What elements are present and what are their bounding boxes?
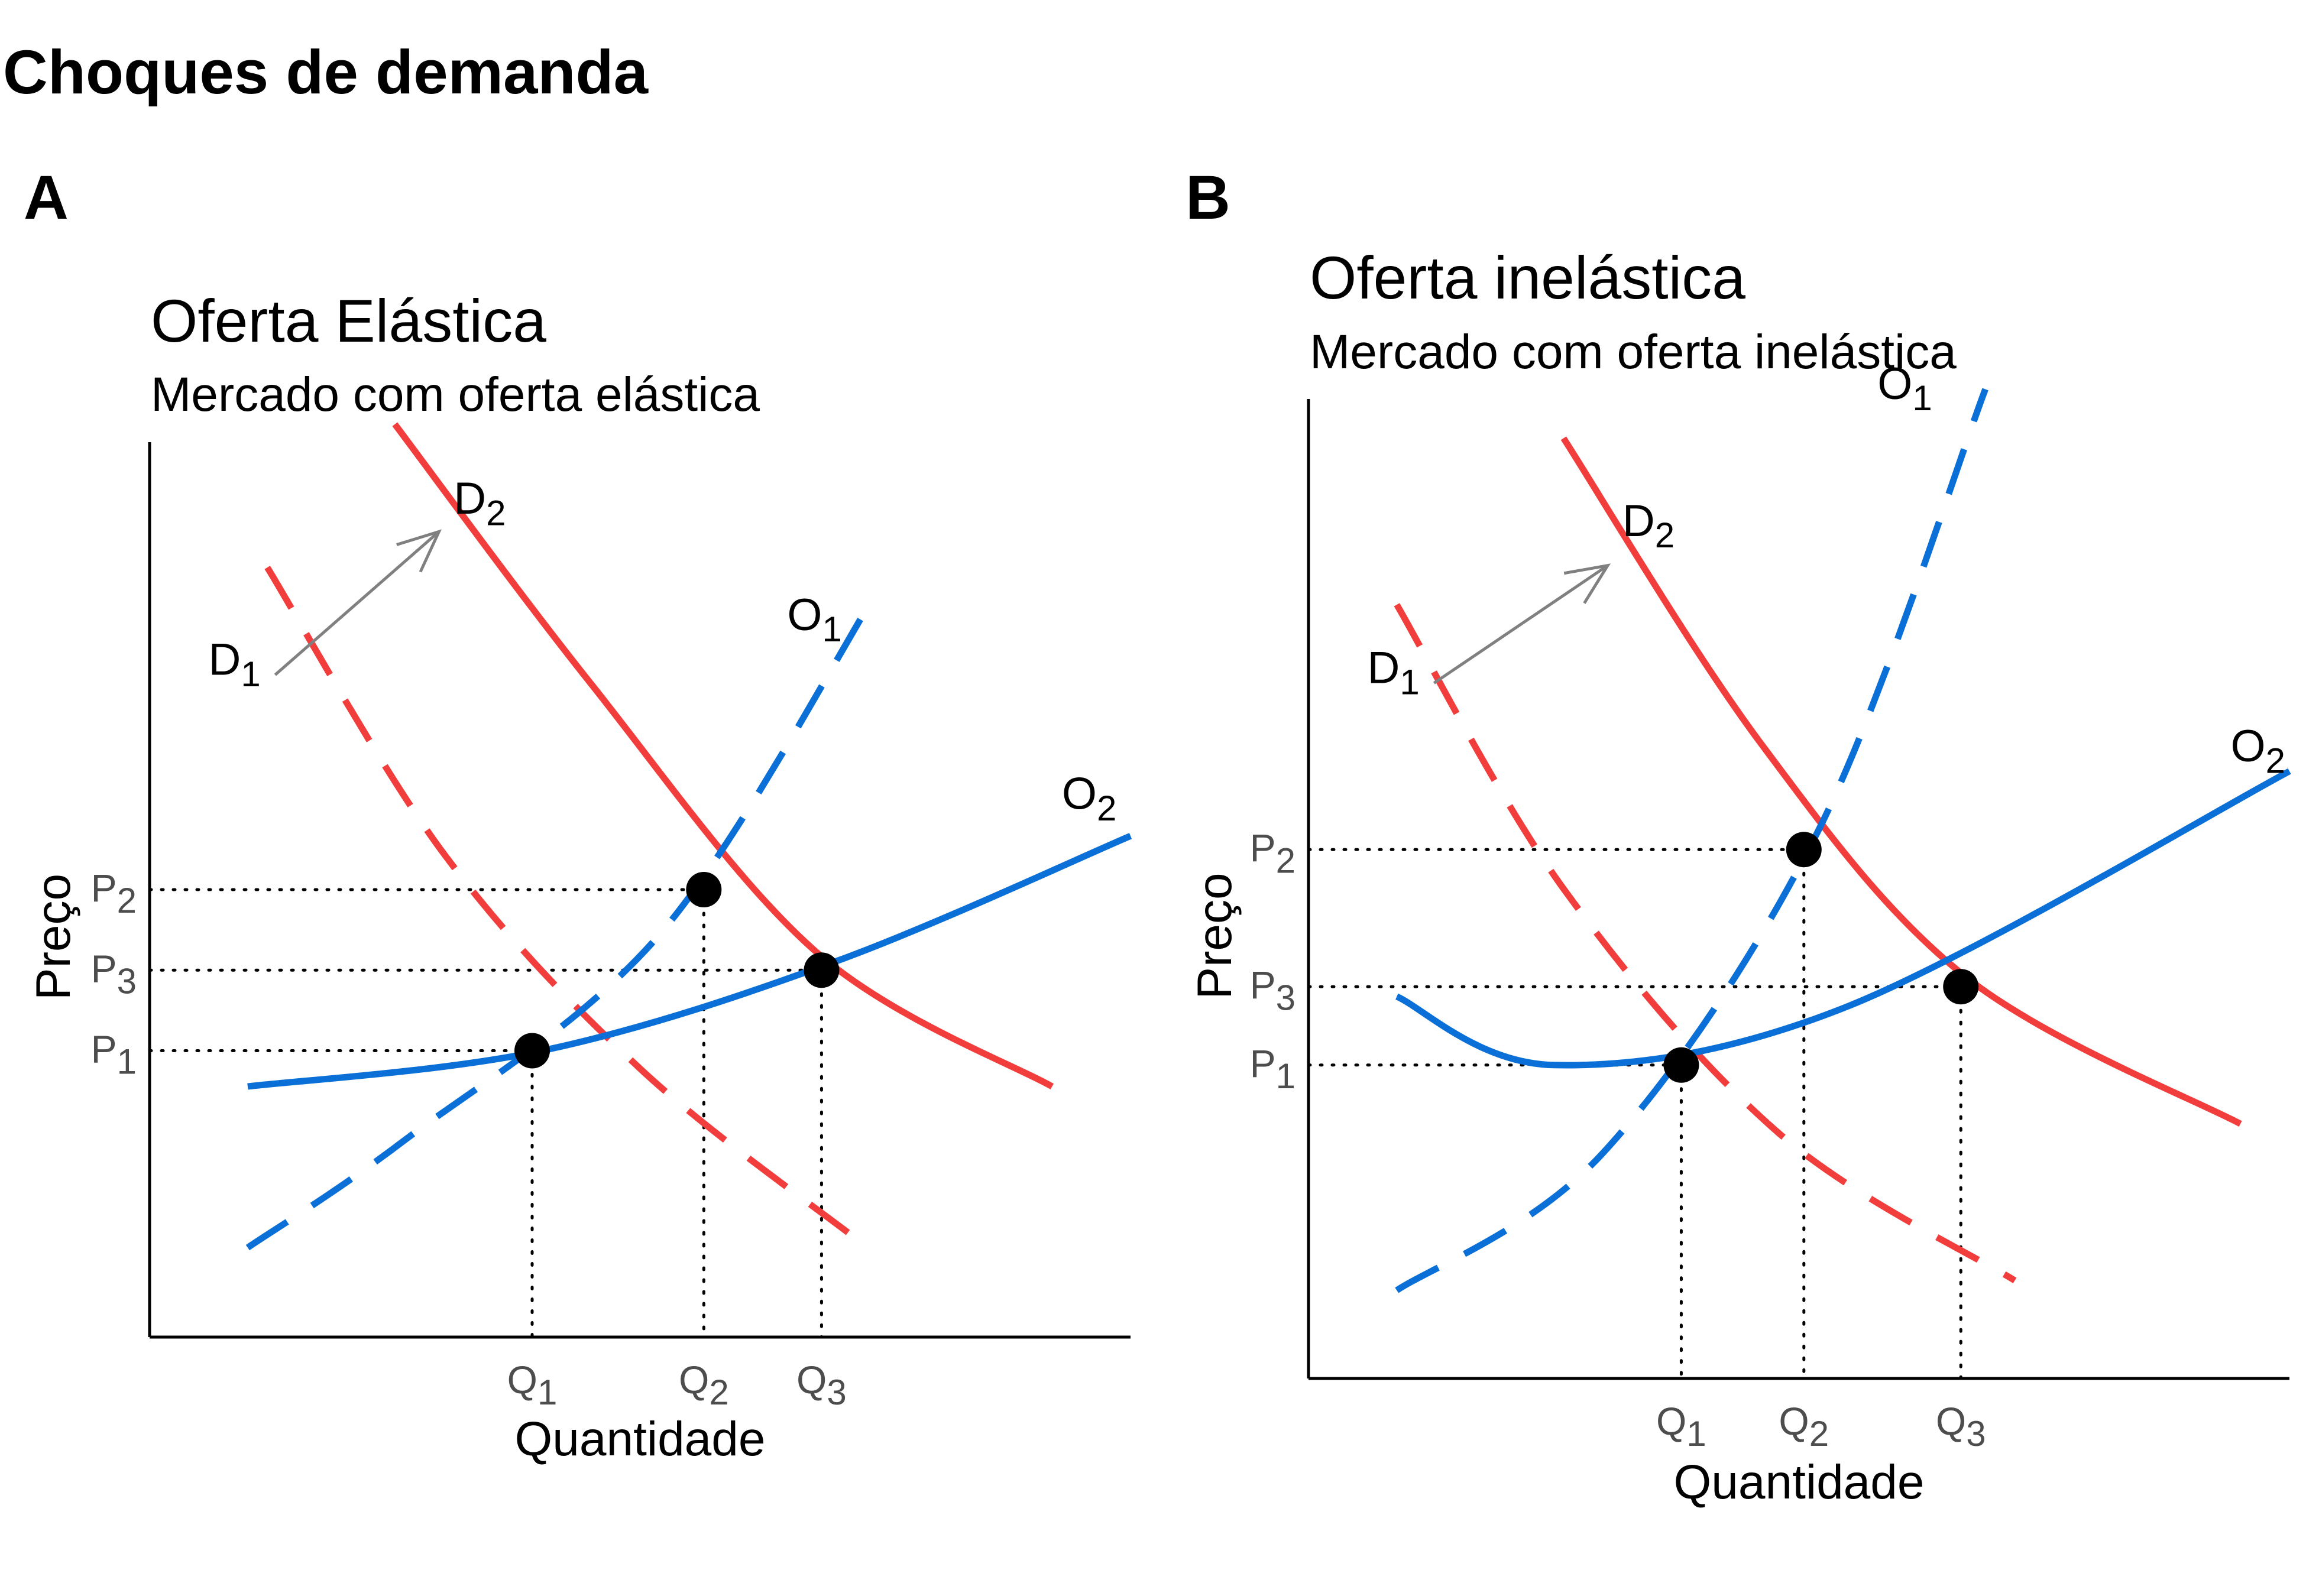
demand-curve-1 — [264, 566, 858, 1241]
curve-label-o2: O2 — [1062, 769, 1117, 828]
panel-tag: A — [24, 163, 69, 232]
curve-label-d1: D1 — [1368, 643, 1420, 702]
demand-curve-1 — [1394, 603, 2017, 1283]
x-tick-label: Q1 — [507, 1358, 558, 1412]
x-tick-label: Q2 — [1779, 1399, 1829, 1454]
equilibrium-point — [1663, 1047, 1699, 1083]
equilibrium-point — [1786, 832, 1822, 868]
shift-arrow-head — [396, 529, 442, 573]
panel-subtitle: Mercado com oferta inelástica — [1310, 325, 1957, 379]
y-axis-label: Preço — [1188, 872, 1242, 999]
curve-label-d1: D1 — [209, 635, 261, 694]
curve-label-o1: O1 — [1877, 359, 1932, 418]
demand-curve-2 — [392, 422, 1054, 1089]
shift-arrow — [1433, 564, 1609, 685]
panel-title: Oferta inelástica — [1310, 244, 1745, 312]
curve-label-d2: D2 — [1622, 496, 1675, 555]
supply-curve-1 — [1395, 388, 1988, 1293]
y-tick-label: P2 — [1250, 826, 1295, 880]
supply-curve-1 — [245, 592, 879, 1251]
x-tick-label: Q3 — [796, 1358, 847, 1412]
panel-title: Oferta Elástica — [151, 287, 546, 355]
equilibrium-point — [514, 1033, 550, 1069]
x-axis-label: Quantidade — [1673, 1455, 1924, 1509]
y-axis-label: Preço — [27, 874, 80, 1000]
supply-curve-2 — [1395, 768, 2291, 1069]
curve-label-o1: O1 — [787, 590, 842, 649]
panel-subtitle: Mercado com oferta elástica — [151, 368, 760, 421]
shift-arrow — [274, 530, 441, 676]
y-tick-label: P2 — [91, 866, 137, 920]
x-tick-label: Q1 — [1656, 1399, 1706, 1454]
x-tick-label: Q3 — [1936, 1399, 1986, 1454]
x-axis-label: Quantidade — [514, 1412, 765, 1466]
panel-tag: B — [1186, 163, 1230, 232]
x-tick-label: Q2 — [679, 1358, 729, 1412]
equilibrium-point — [1943, 969, 1979, 1005]
shift-arrow-head — [1563, 563, 1611, 604]
figure-title: Choques de demanda — [3, 38, 649, 107]
y-tick-label: P1 — [91, 1027, 137, 1082]
equilibrium-point — [804, 952, 840, 988]
y-tick-label: P3 — [91, 946, 137, 1001]
supply-curve-2 — [247, 833, 1132, 1090]
equilibrium-point — [686, 872, 722, 907]
panel-b: B Oferta inelástica Mercado com oferta ine… — [1186, 163, 2291, 1509]
demand-curve-2 — [1560, 436, 2242, 1127]
curve-label-o2: O2 — [2230, 721, 2285, 780]
y-tick-label: P3 — [1250, 963, 1295, 1017]
panel-a: A Oferta Elástica Mercado com oferta elást… — [24, 163, 1132, 1466]
y-tick-label: P1 — [1250, 1042, 1295, 1096]
curve-label-d2: D2 — [454, 473, 506, 533]
